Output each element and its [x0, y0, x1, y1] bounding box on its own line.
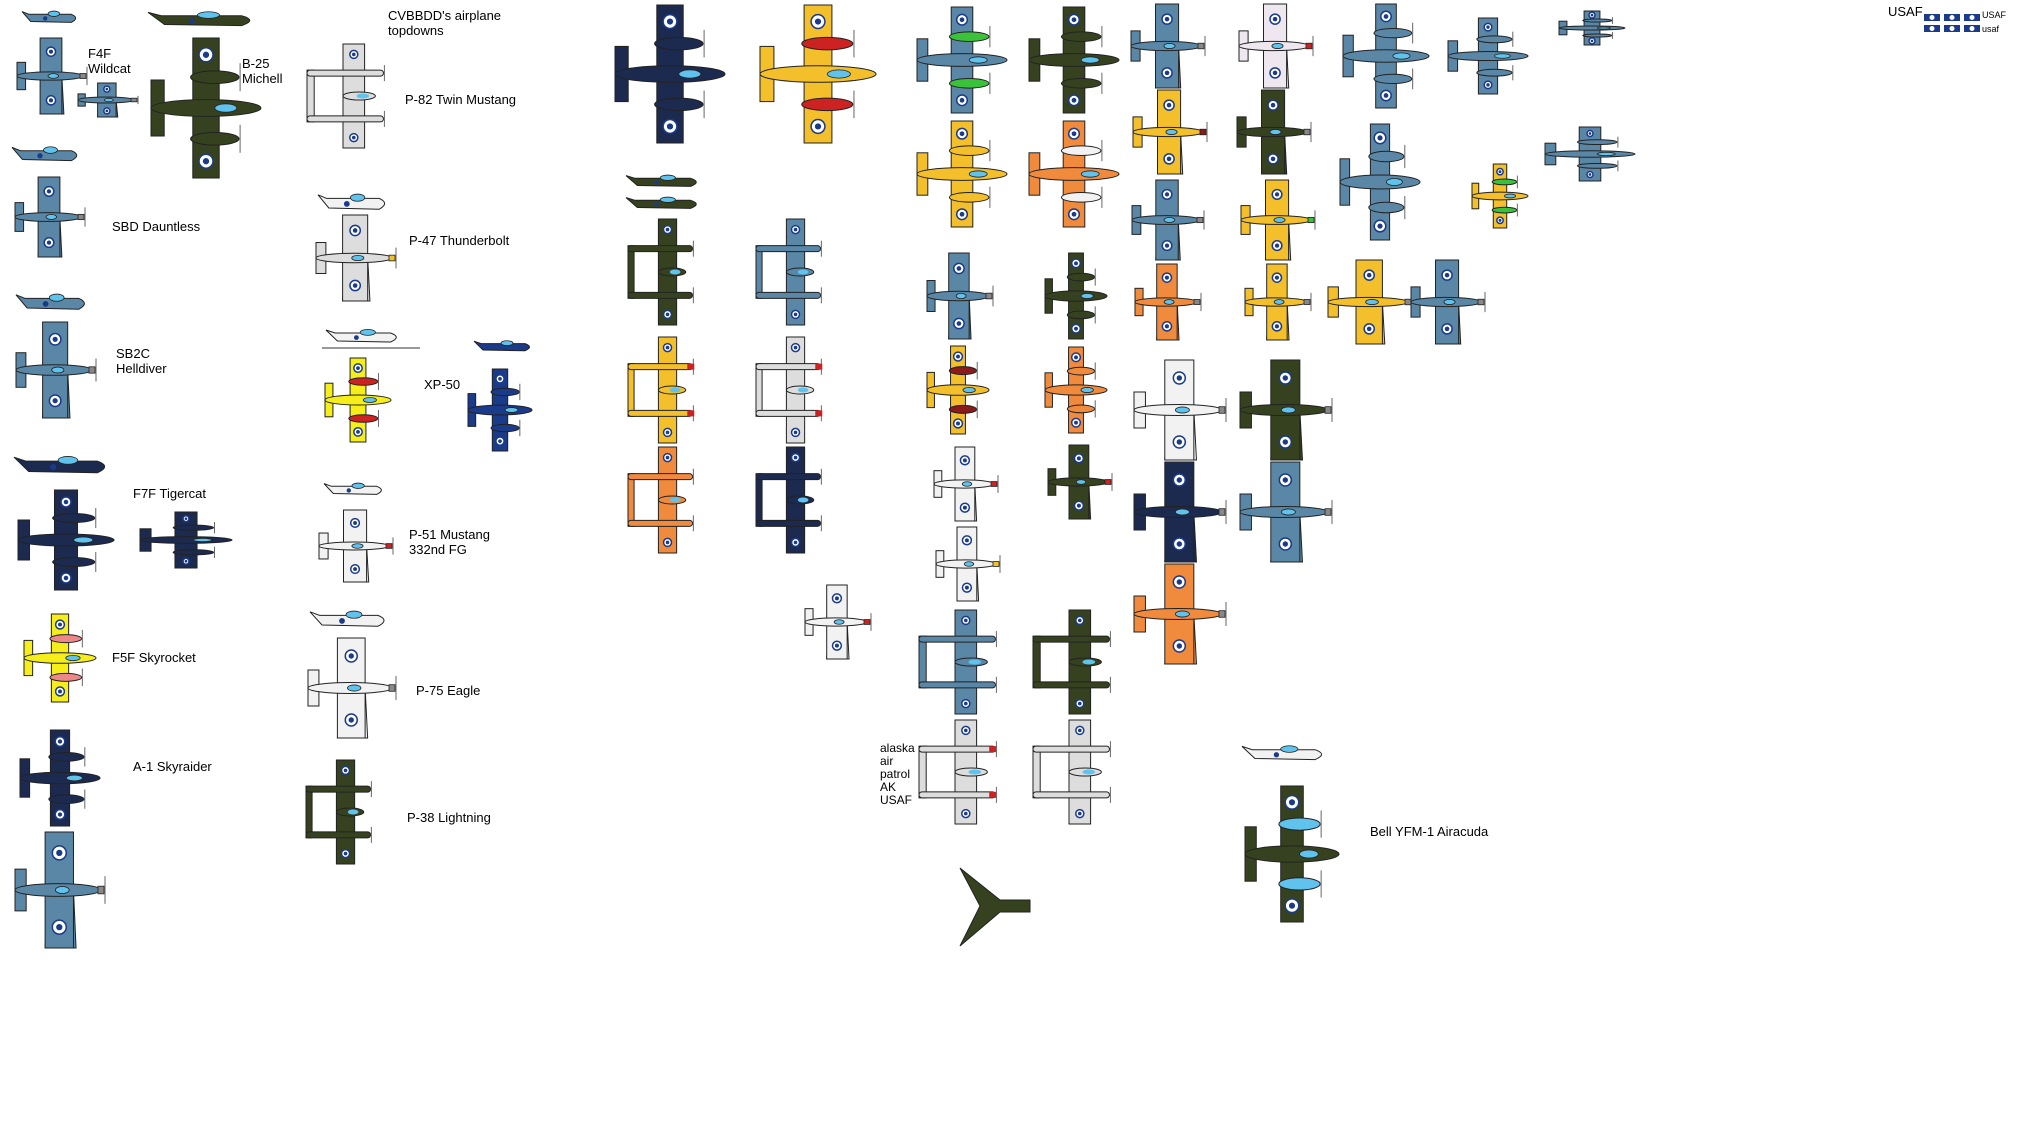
twin-navy-f3 [1558, 10, 1626, 46]
p51-side [323, 482, 382, 495]
f7f-tigercat-top [17, 489, 115, 591]
airacuda-side [1241, 745, 1323, 761]
fighter-yellow-b [1132, 89, 1208, 175]
fighter-olive-red [1047, 444, 1113, 520]
heavy-yellow [916, 120, 1008, 228]
f4f-wildcat-top [16, 37, 88, 115]
twin-yellow-green-f [1471, 163, 1529, 229]
p51-mustang-top [318, 509, 394, 583]
p75-eagle-top [307, 637, 397, 739]
boom-navy-blue [918, 609, 997, 715]
fighter-navy-c [1131, 179, 1205, 261]
fighter-white-b [1238, 3, 1314, 89]
b25-side [147, 11, 251, 27]
label-usaf-lower: usaf [1982, 24, 2000, 34]
f7f-small [139, 511, 233, 569]
label-usaf-main: USAF [1888, 4, 1923, 19]
fighter-navy-b [1130, 3, 1206, 89]
p38-olive [627, 218, 694, 326]
p38-navy [755, 218, 822, 326]
p38-yellow [627, 336, 695, 444]
heavy-olive [1028, 6, 1120, 114]
sb2c-side [15, 293, 85, 310]
fighter-olive-b [1236, 89, 1312, 175]
p47-thunderbolt-top [315, 214, 397, 302]
fighter-white-red [933, 446, 999, 522]
b25-michell-top [150, 37, 262, 179]
f5f-skyrocket-top [23, 613, 97, 703]
label-p38-lightning: P-38 Lightning [407, 810, 491, 825]
p75-side [309, 610, 385, 627]
twin-dark-blue [614, 4, 726, 144]
f4f-wildcat-small [77, 82, 139, 118]
p38-lightning [305, 759, 372, 865]
f7f-side [13, 456, 106, 474]
p38-orange [627, 446, 694, 554]
label-p82-twin-mustang: P-82 Twin Mustang [405, 92, 517, 107]
label-a1-skyraider: A-1 Skyraider [133, 759, 212, 774]
alaska-air-patrol [918, 719, 997, 825]
label-f4f-wildcat: F4F Wildcat [88, 46, 131, 76]
label-alaska-air-patrol: alaska air patrol AK USAF [880, 741, 915, 807]
p82-twin-mustang [306, 43, 385, 149]
xp50-blue-side [473, 340, 530, 352]
twin-navy-f4 [1339, 123, 1421, 241]
sheet-title: CVBBDD's airplane topdowns [388, 8, 502, 38]
label-f5f-skyrocket: F5F Skyrocket [112, 650, 196, 665]
twin-navy-f2 [1447, 17, 1529, 95]
xp50-side [322, 328, 420, 349]
sb2c-helldiver-top [15, 321, 97, 419]
p38-side-2 [625, 196, 697, 209]
usaf-insignia-block [1924, 14, 1980, 32]
label-sb2c-helldiver: SB2C Helldiver [116, 346, 167, 376]
fighter-orange-e [1133, 563, 1227, 665]
label-b25-michell: B-25 Michell [242, 56, 283, 86]
twin-orange-small [1044, 346, 1108, 434]
p38-dark-blue [755, 446, 822, 554]
fighter-yellow-c [1244, 263, 1312, 341]
label-xp50: XP-50 [424, 377, 461, 392]
xp50-blue-top [467, 368, 533, 452]
label-p47-thunderbolt: P-47 Thunderbolt [409, 233, 510, 248]
fighter-navy-e [1239, 461, 1333, 563]
twin-navy-f5 [1544, 126, 1636, 182]
fighter-white-yellow [935, 526, 1001, 602]
sbd-side [11, 146, 78, 162]
boom-olive [1032, 609, 1111, 715]
p47-side [317, 193, 386, 210]
label-f7f-tigercat: F7F Tigercat [133, 486, 206, 501]
fighter-orange-c [1134, 263, 1202, 341]
fighter-yellow-green [1240, 179, 1316, 261]
fighter-yellow-d [1327, 259, 1413, 345]
f4f-side [21, 10, 77, 23]
fighter-navy-a [926, 252, 994, 340]
fighter-olive-e [1239, 359, 1333, 461]
label-p51-mustang: P-51 Mustang 332nd FG [409, 527, 490, 557]
p38-silver-red [755, 336, 823, 444]
twin-navy-f1 [1342, 3, 1430, 109]
a1-skyraider-top [19, 729, 101, 827]
small-white-fighter [804, 584, 872, 660]
label-usaf-small: USAF [1982, 10, 2007, 20]
twin-yellow [759, 4, 877, 144]
heavy-orange [1028, 120, 1120, 228]
fighter-navy-d [1410, 259, 1486, 345]
twin-olive-small [1044, 252, 1108, 340]
fighter-dark-blue-e [1133, 461, 1227, 563]
xp50-yellow [324, 357, 392, 443]
fighter-white-e [1133, 359, 1227, 461]
twin-yellow-red [926, 345, 990, 435]
label-p75-eagle: P-75 Eagle [416, 683, 481, 698]
swept-jet [959, 867, 1031, 947]
bell-yfm1-airacuda [1244, 785, 1340, 923]
sbd-dauntless-top [14, 176, 86, 258]
heavy-navy [916, 6, 1008, 114]
a1-skyraider-blue [14, 831, 106, 949]
label-sbd-dauntless: SBD Dauntless [112, 219, 201, 234]
p38-side [625, 174, 697, 187]
boom-silver [1032, 719, 1111, 825]
label-bell-airacuda: Bell YFM-1 Airacuda [1370, 824, 1489, 839]
